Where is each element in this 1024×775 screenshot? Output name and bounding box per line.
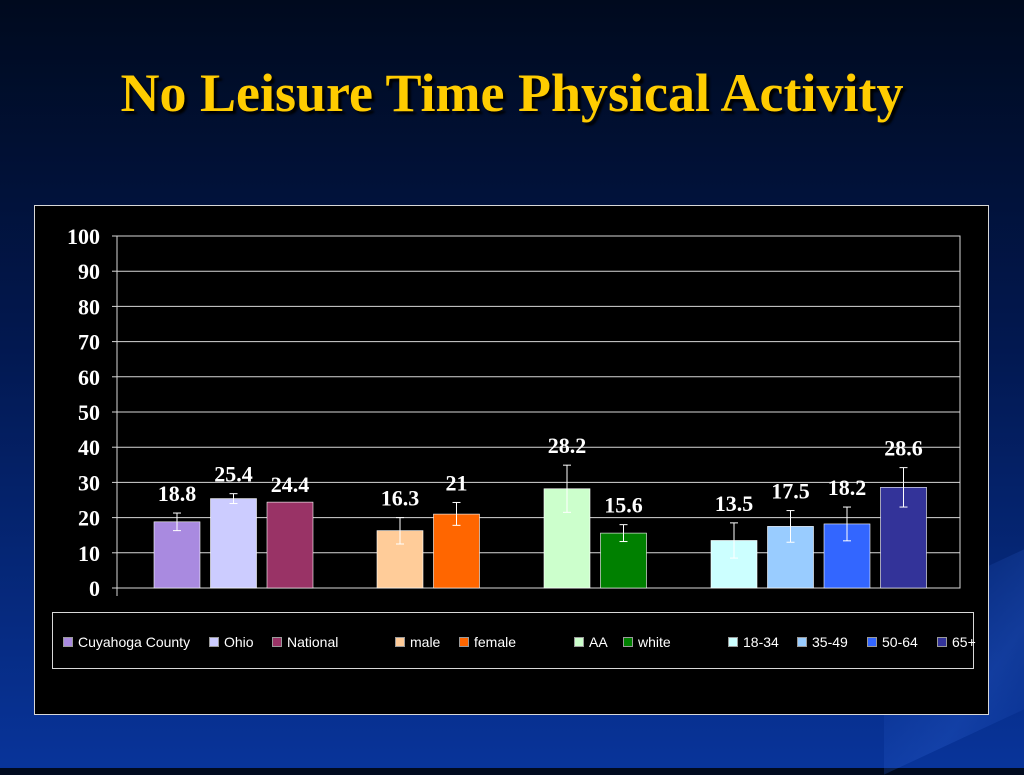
legend-label: Cuyahoga County xyxy=(78,634,191,650)
y-tick-label: 20 xyxy=(78,506,100,531)
data-label: 28.6 xyxy=(884,436,923,461)
legend-item: 35-49 xyxy=(797,634,848,650)
legend-item: female xyxy=(459,634,516,650)
legend-swatch xyxy=(937,637,947,647)
y-tick-label: 40 xyxy=(78,435,100,460)
y-tick-label: 60 xyxy=(78,365,100,390)
legend-label: AA xyxy=(589,634,608,650)
data-label: 18.8 xyxy=(158,481,197,506)
y-tick-label: 0 xyxy=(89,576,100,601)
legend-swatch xyxy=(63,637,73,647)
y-tick-label: 50 xyxy=(78,400,100,425)
legend-swatch xyxy=(623,637,633,647)
legend-label: Ohio xyxy=(224,634,254,650)
bar-female xyxy=(433,513,480,589)
slide-title: No Leisure Time Physical Activity xyxy=(120,63,904,123)
data-label: 21 xyxy=(446,470,468,495)
bar-national xyxy=(266,501,314,589)
data-label: 15.6 xyxy=(604,493,643,518)
legend-item: male xyxy=(395,634,440,650)
bar-ohio xyxy=(210,498,257,589)
legend-swatch xyxy=(459,637,469,647)
legend-item: white xyxy=(623,634,671,650)
legend-item: Cuyahoga County xyxy=(63,634,190,650)
chart-legend: Cuyahoga County Ohio National male female AA w… xyxy=(52,612,976,669)
legend-item: 18-34 xyxy=(728,634,779,650)
legend-swatch xyxy=(574,637,584,647)
y-tick-label: 10 xyxy=(78,541,100,566)
data-label: 18.2 xyxy=(828,475,867,500)
y-tick-label: 70 xyxy=(78,330,100,355)
bar-cuyahoga-county xyxy=(153,521,201,589)
y-tick-label: 100 xyxy=(67,224,100,249)
data-label: 24.4 xyxy=(271,472,310,497)
legend-label: 35-49 xyxy=(812,634,848,650)
legend-swatch xyxy=(209,637,219,647)
legend-label: female xyxy=(474,634,517,650)
legend-swatch xyxy=(395,637,405,647)
legend-item: 65+ xyxy=(937,634,976,650)
data-label: 25.4 xyxy=(214,462,253,487)
legend-item: 50-64 xyxy=(867,634,918,650)
legend-item: Ohio xyxy=(209,634,254,650)
data-label: 13.5 xyxy=(715,491,754,516)
legend-item: AA xyxy=(574,634,608,650)
legend-swatch xyxy=(272,637,282,647)
data-label: 17.5 xyxy=(771,479,810,504)
legend-swatch xyxy=(728,637,738,647)
legend-swatch xyxy=(797,637,807,647)
legend-label: white xyxy=(638,634,671,650)
legend-label: 65+ xyxy=(952,634,976,650)
y-tick-label: 80 xyxy=(78,294,100,319)
legend-swatch xyxy=(867,637,877,647)
legend-label: 50-64 xyxy=(882,634,918,650)
legend-label: male xyxy=(410,634,441,650)
legend-label: National xyxy=(287,634,339,650)
legend-label: 18-34 xyxy=(743,634,779,650)
y-tick-label: 30 xyxy=(78,470,100,495)
y-tick-label: 90 xyxy=(78,259,100,284)
data-label: 28.2 xyxy=(548,433,587,458)
legend-item: National xyxy=(272,634,338,650)
bar-white xyxy=(600,532,647,589)
data-label: 16.3 xyxy=(381,486,420,511)
